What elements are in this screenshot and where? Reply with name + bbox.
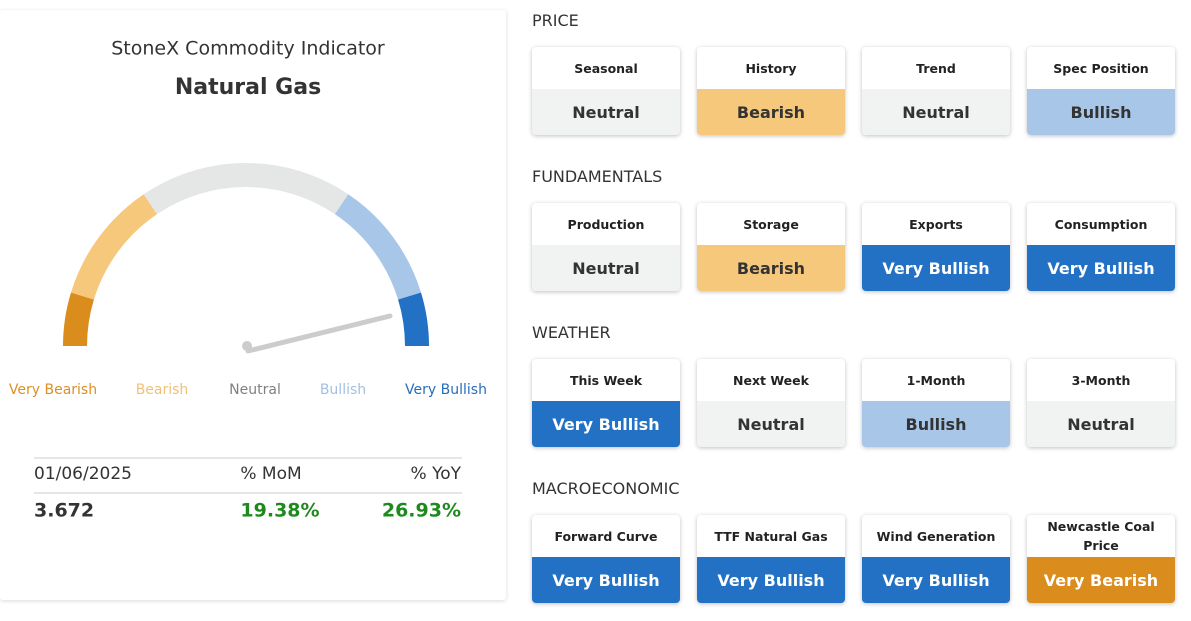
stats-mom: 19.38% xyxy=(240,500,319,522)
indicator-card: 1-Month Bullish xyxy=(862,359,1010,447)
card-label: Forward Curve xyxy=(554,528,658,544)
card-status: Bearish xyxy=(697,89,845,135)
card-status: Very Bearish xyxy=(1027,557,1175,603)
card-status: Very Bullish xyxy=(862,557,1010,603)
card-label: Spec Position xyxy=(1053,60,1149,76)
card-label: Next Week xyxy=(733,372,809,388)
gauge-segment xyxy=(334,194,422,300)
stats-date: 01/06/2025 xyxy=(34,464,132,484)
commodity-name: Natural Gas xyxy=(175,75,321,100)
indicator-card: Exports Very Bullish xyxy=(862,203,1010,291)
card-label: Newcastle Coal Price xyxy=(1047,519,1155,553)
gauge-label: Bullish xyxy=(320,382,366,398)
card-status: Neutral xyxy=(532,89,680,135)
card-status: Bullish xyxy=(862,401,1010,447)
indicator-card: Production Neutral xyxy=(532,203,680,291)
gauge-label: Very Bearish xyxy=(9,382,97,398)
indicator-card: Trend Neutral xyxy=(862,47,1010,135)
stats-header: % YoY xyxy=(411,464,462,484)
gauge xyxy=(63,163,429,347)
indicator-card: Spec Position Bullish xyxy=(1027,47,1175,135)
card-label: Production xyxy=(567,216,645,232)
indicator-card: Consumption Very Bullish xyxy=(1027,203,1175,291)
section-title: MACROECONOMIC xyxy=(532,479,680,498)
card-status: Bullish xyxy=(1027,89,1175,135)
card-status: Very Bullish xyxy=(697,557,845,603)
indicator-card: Seasonal Neutral xyxy=(532,47,680,135)
indicator-card: This Week Very Bullish xyxy=(532,359,680,447)
card-label: 3-Month xyxy=(1071,372,1131,388)
card-status: Bearish xyxy=(697,245,845,291)
gauge-label: Bearish xyxy=(136,382,189,398)
gauge-label: Neutral xyxy=(229,382,281,398)
card-status: Very Bullish xyxy=(532,401,680,447)
indicator-card: Storage Bearish xyxy=(697,203,845,291)
section-title: PRICE xyxy=(532,11,579,30)
card-label: History xyxy=(745,60,797,76)
card-label: Consumption xyxy=(1054,216,1148,232)
card-label: Storage xyxy=(743,216,799,232)
gauge-segment xyxy=(397,292,429,347)
card-label: Exports xyxy=(909,216,963,232)
indicator-card: Newcastle Coal Price Very Bearish xyxy=(1027,515,1175,603)
indicator-card: TTF Natural Gas Very Bullish xyxy=(697,515,845,603)
indicator-card: Next Week Neutral xyxy=(697,359,845,447)
stats-price: 3.672 xyxy=(34,500,94,522)
stats-yoy: 26.93% xyxy=(382,500,461,522)
indicator-card: History Bearish xyxy=(697,47,845,135)
indicator-card: Wind Generation Very Bullish xyxy=(862,515,1010,603)
indicator-panel: StoneX Commodity Indicator Natural Gas 0… xyxy=(9,38,487,522)
card-status: Neutral xyxy=(862,89,1010,135)
section-title: FUNDAMENTALS xyxy=(532,167,663,186)
panel-title: StoneX Commodity Indicator xyxy=(111,38,385,60)
card-label: Wind Generation xyxy=(876,528,996,544)
card-label: TTF Natural Gas xyxy=(714,528,828,544)
indicator-card: Forward Curve Very Bullish xyxy=(532,515,680,603)
card-status: Very Bullish xyxy=(532,557,680,603)
card-status: Very Bullish xyxy=(862,245,1010,291)
card-status: Neutral xyxy=(532,245,680,291)
card-label: This Week xyxy=(569,372,643,388)
gauge-segment xyxy=(143,163,349,215)
gauge-segment xyxy=(63,292,95,347)
card-status: Very Bullish xyxy=(1027,245,1175,291)
card-label: Trend xyxy=(916,60,956,76)
gauge-segment xyxy=(70,194,158,300)
gauge-hub xyxy=(242,341,252,351)
gauge-needle-body xyxy=(245,313,393,354)
section-title: WEATHER xyxy=(532,323,611,342)
stats-header: % MoM xyxy=(240,464,301,484)
gauge-label: Very Bullish xyxy=(405,382,487,398)
card-status: Neutral xyxy=(697,401,845,447)
indicator-card: 3-Month Neutral xyxy=(1027,359,1175,447)
card-status: Neutral xyxy=(1027,401,1175,447)
card-label: Seasonal xyxy=(574,60,638,76)
card-label: 1-Month xyxy=(906,372,966,388)
